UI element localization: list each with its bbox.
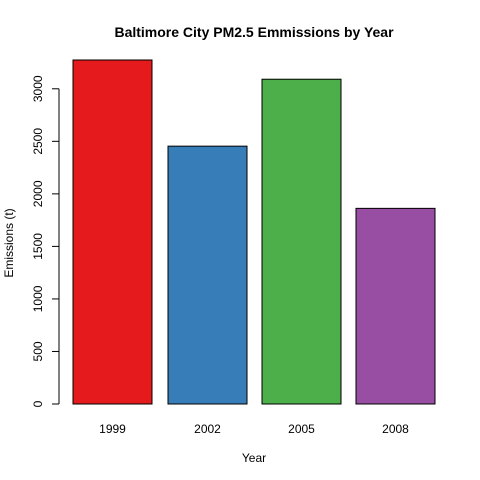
x-tick-label: 2002 [194, 422, 221, 436]
bar-2008 [355, 207, 436, 405]
y-tick-label: 3000 [31, 75, 45, 102]
y-tick-label: 2000 [31, 180, 45, 207]
x-tick-labels: 1999 2002 2005 2008 [99, 422, 409, 436]
x-tick-label: 1999 [99, 422, 126, 436]
bar-2005 [261, 78, 342, 405]
y-tick-label: 1500 [31, 233, 45, 260]
chart-title: Baltimore City PM2.5 Emmissions by Year [114, 24, 394, 40]
y-tick-label: 500 [31, 341, 45, 361]
x-axis-label: Year [242, 451, 266, 465]
y-tick-label: 0 [31, 400, 45, 407]
bars-group [72, 59, 436, 405]
x-tick-label: 2008 [382, 422, 409, 436]
bar-1999 [72, 59, 153, 405]
y-tick-label: 2500 [31, 128, 45, 155]
y-tick-label: 1000 [31, 285, 45, 312]
bar-2002 [167, 145, 248, 405]
y-axis: 0 500 1000 1500 2000 2500 3000 [31, 75, 60, 407]
y-axis-label: Emissions (t) [2, 208, 16, 277]
x-tick-label: 2005 [288, 422, 315, 436]
